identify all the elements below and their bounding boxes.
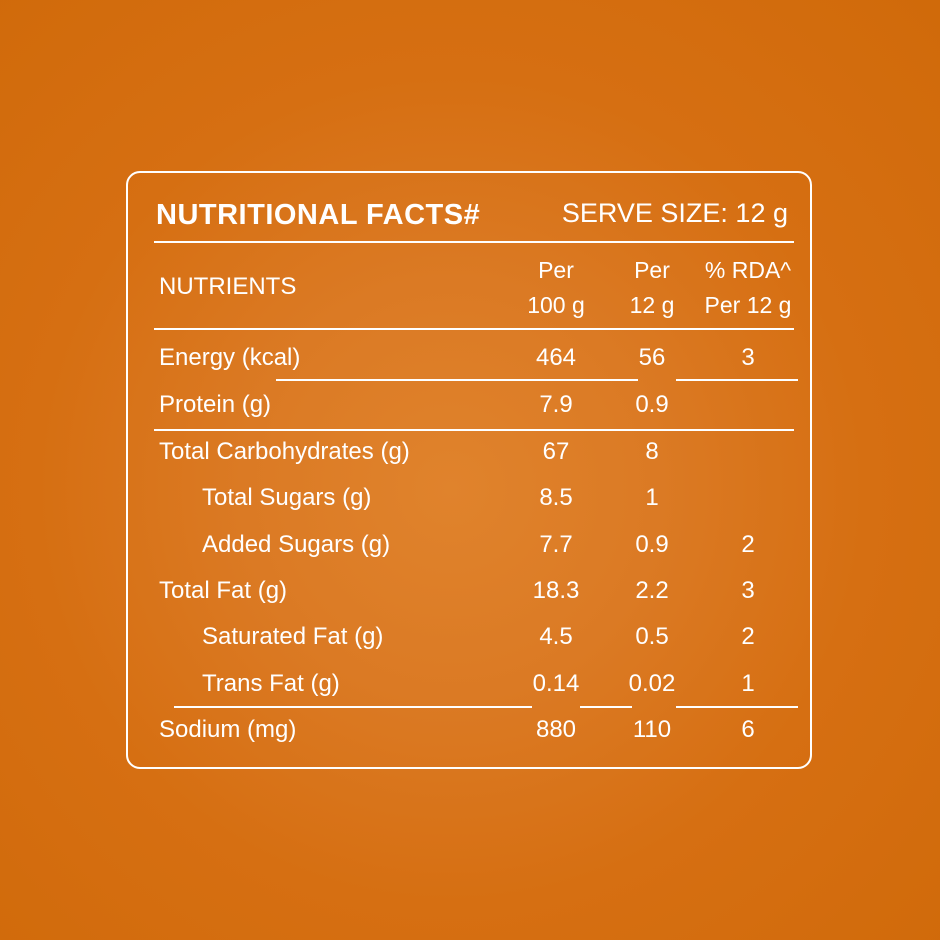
table-row: Total Carbohydrates (g) 67 8	[128, 429, 814, 475]
per-100g-header-line1: Per	[538, 257, 574, 283]
per-serve-header-line1: Per	[634, 257, 670, 283]
nutrition-facts-panel: NUTRITIONAL FACTS# SERVE SIZE: 12 g NUTR…	[126, 171, 812, 769]
nutrient-name: Trans Fat (g)	[202, 670, 340, 697]
table-row: Energy (kcal) 464 56 3	[128, 335, 814, 381]
per-serve-value: 56	[638, 344, 666, 371]
nutrient-name: Sodium (mg)	[159, 716, 297, 743]
per-100g-value: 7.7	[539, 531, 573, 558]
serve-size: SERVE SIZE: 12 g	[561, 198, 788, 228]
rda-value: 2	[741, 623, 755, 650]
header-divider	[154, 328, 794, 330]
nutrient-name: Protein (g)	[159, 391, 272, 418]
per-serve-header-line2: 12 g	[629, 292, 675, 318]
nutrient-name: Total Sugars (g)	[202, 484, 372, 511]
nutrient-name: Energy (kcal)	[159, 344, 301, 371]
table-row: Sodium (mg) 880 110 6	[128, 707, 814, 753]
per-serve-column-header: Per 12 g	[612, 253, 692, 323]
row-divider	[174, 706, 532, 708]
per-100g-value: 8.5	[539, 484, 573, 511]
rda-value: 1	[741, 670, 755, 697]
nutrient-name: Saturated Fat (g)	[202, 623, 384, 650]
rda-column-header: % RDA^ Per 12 g	[698, 253, 798, 323]
nutrients-column-header: NUTRIENTS	[159, 273, 297, 300]
per-serve-value: 2.2	[635, 577, 669, 604]
per-100g-value: 7.9	[539, 391, 573, 418]
per-100g-value: 464	[535, 344, 577, 371]
per-100g-header-line2: 100 g	[527, 292, 585, 318]
per-100g-value: 880	[535, 716, 577, 743]
row-divider	[276, 379, 638, 381]
per-serve-value: 0.9	[635, 391, 669, 418]
rda-value: 3	[741, 344, 755, 371]
rda-header-line1: % RDA^	[704, 257, 792, 283]
per-100g-column-header: Per 100 g	[516, 253, 596, 323]
nutrient-name: Total Fat (g)	[159, 577, 288, 604]
per-100g-value: 4.5	[539, 623, 573, 650]
per-100g-value: 67	[542, 438, 570, 465]
row-divider	[580, 706, 632, 708]
table-row: Protein (g) 7.9 0.9	[128, 382, 814, 428]
row-divider	[154, 429, 794, 431]
table-row: Total Fat (g) 18.3 2.2 3	[128, 568, 814, 614]
table-row: Total Sugars (g) 8.5 1	[128, 475, 814, 521]
per-serve-value: 0.5	[635, 623, 669, 650]
per-100g-value: 0.14	[532, 670, 580, 697]
table-row: Added Sugars (g) 7.7 0.9 2	[128, 522, 814, 568]
per-serve-value: 0.02	[628, 670, 676, 697]
rda-value: 6	[741, 716, 755, 743]
table-row: Trans Fat (g) 0.14 0.02 1	[128, 661, 814, 707]
nutrition-title: NUTRITIONAL FACTS#	[156, 199, 481, 231]
per-serve-value: 1	[645, 484, 659, 511]
rda-value: 3	[741, 577, 755, 604]
row-divider	[676, 706, 798, 708]
nutrient-name: Added Sugars (g)	[202, 531, 391, 558]
rda-value: 2	[741, 531, 755, 558]
per-100g-value: 18.3	[532, 577, 580, 604]
nutrient-name: Total Carbohydrates (g)	[159, 438, 410, 465]
row-divider	[676, 379, 798, 381]
title-divider	[154, 241, 794, 243]
per-serve-value: 0.9	[635, 531, 669, 558]
per-serve-value: 8	[645, 438, 659, 465]
per-serve-value: 110	[632, 716, 672, 743]
rda-header-line2: Per 12 g	[704, 292, 792, 318]
table-row: Saturated Fat (g) 4.5 0.5 2	[128, 614, 814, 660]
